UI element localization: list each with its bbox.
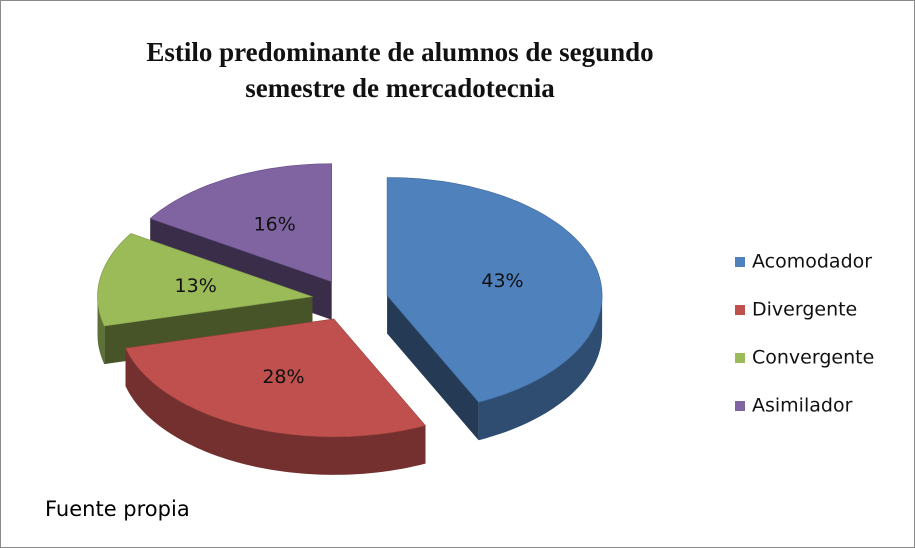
slice-wall	[97, 296, 105, 365]
slice	[125, 318, 426, 438]
data-label: 16%	[254, 213, 296, 235]
legend-swatch	[735, 401, 745, 411]
slice	[386, 177, 603, 403]
slice	[149, 163, 332, 283]
legend-label: Convergente	[752, 347, 874, 369]
source-note: Fuente propia	[45, 497, 190, 521]
legend-swatch	[735, 257, 745, 267]
data-label: 13%	[175, 275, 217, 297]
data-label: 43%	[481, 270, 523, 292]
legend-swatch	[735, 305, 745, 315]
slice-side	[387, 295, 479, 441]
slice	[97, 233, 313, 327]
data-label: 28%	[262, 366, 304, 388]
legend-label: Acomodador	[752, 251, 872, 273]
legend-label: Asimilador	[752, 395, 853, 417]
slice-wall	[125, 348, 426, 475]
legend-label: Divergente	[752, 299, 857, 321]
legend-swatch	[735, 353, 745, 363]
slice-wall	[478, 295, 603, 441]
chart-title: Estilo predominante de alumnos de segund…	[146, 37, 654, 103]
